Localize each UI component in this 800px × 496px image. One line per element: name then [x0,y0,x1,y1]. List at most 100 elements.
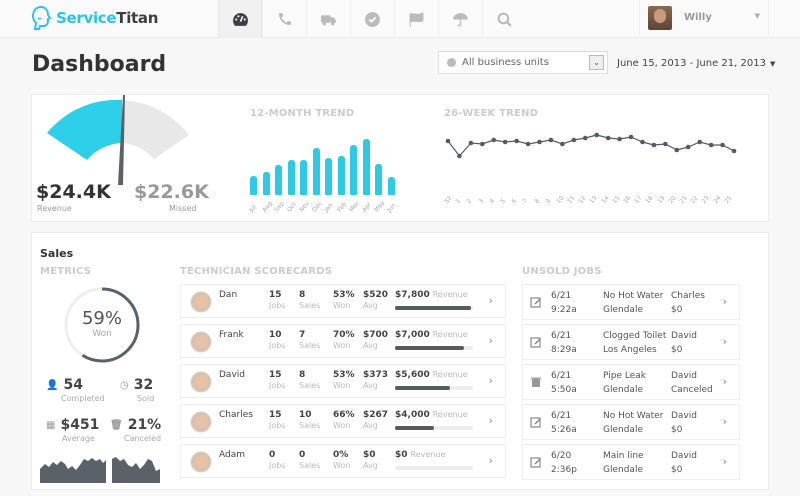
bar-nov [300,160,307,195]
bar-sep [275,165,282,195]
business-units-select[interactable]: All business units ⌄ [438,51,608,74]
chevron-right-icon[interactable]: › [722,295,727,308]
unsold-job-row[interactable]: 6/21 5:26a No Hot Water Glendale David $0 › [522,404,740,440]
revenue-stat: $4,000 Revenue [395,410,468,420]
job-datetime: 6/21 5:50a [551,371,577,395]
clock-icon: ◷ [120,379,129,391]
technician-row[interactable]: Charles 15 Jobs 10 Sales 66% Won $267 Avg $4… [180,404,506,438]
unsold-job-row[interactable]: 6/21 8:29a Clogged Toilet Los Angeles Davi… [522,324,740,360]
technician-avatar [190,451,212,473]
tab-calls[interactable] [262,0,306,38]
job-technician: Charles $0 [671,291,705,315]
chevron-right-icon[interactable]: › [488,294,493,307]
revenue-stat: $0 Revenue [395,450,446,460]
sales-card: Sales METRICS 59% Won 👤 54 Completed ◷ 32 … [31,232,769,490]
jobs-stat: 15 Jobs [269,410,286,430]
week-label: 10 [555,194,566,206]
line-point [502,139,508,145]
edit-icon [530,337,541,348]
job-datetime: 6/21 9:22a [551,291,577,315]
unsold-job-row[interactable]: 6/21 5:50a Pipe Leak Glendale David Cancele… [522,364,740,400]
bar-feb [337,156,345,195]
edit-icon [530,457,541,468]
job-technician: David $0 [671,451,697,475]
servicetitan-logo[interactable]: ServiceTitan [30,5,158,31]
page-title: Dashboard [32,52,167,77]
line-point [582,135,588,141]
tab-insurance[interactable] [438,0,482,38]
won-stat: 53% Won [333,370,355,390]
technician-row[interactable]: Adam 0 Jobs 0 Sales 0% Won $0 Avg $0 Revenue … [180,444,506,478]
week-label: 15 [611,194,622,206]
line-point [468,140,474,146]
chevron-down-icon: ⌄ [589,55,604,70]
technician-row[interactable]: Dan 15 Jobs 8 Sales 53% Won $520 Avg $7,800 R… [180,284,506,318]
logo-text-service: Service [56,9,117,27]
week-label: 8 [532,197,541,206]
technician-row[interactable]: David 15 Jobs 8 Sales 53% Won $373 Avg $5,60… [180,364,506,398]
won-label: Won [92,329,112,339]
technician-name: David [219,370,245,380]
month-trend-title: 12-MONTH TREND [250,108,355,119]
chevron-right-icon[interactable]: › [488,414,493,427]
revenue-gauge [47,95,189,185]
tab-search[interactable] [482,0,526,38]
week-label: 2 [465,197,474,206]
line-point [605,135,611,141]
unsold-job-row[interactable]: 6/20 2:36p Main line Glendale David $0 › [522,444,740,480]
chevron-right-icon[interactable]: › [488,454,493,467]
logo-text-titan: Titan [116,9,159,27]
sales-stat: 10 Sales [299,410,321,430]
tab-tasks[interactable] [350,0,394,38]
week-label: 4 [488,197,496,206]
unsold-job-row[interactable]: 6/21 9:22a No Hot Water Glendale Charles $0… [522,284,740,320]
technician-avatar [190,371,212,393]
date-range-picker[interactable]: June 15, 2013 - June 21, 2013 ▼ [617,58,775,69]
line-point [445,138,451,144]
line-point [651,142,657,148]
chevron-right-icon[interactable]: › [722,375,727,388]
chevron-right-icon[interactable]: › [722,415,727,428]
jobs-stat: 15 Jobs [269,290,286,310]
check-circle-icon [365,11,380,27]
bar-mar [350,145,357,195]
tab-dashboard[interactable] [218,0,262,38]
sales-stat: 8 Sales [299,290,321,310]
technician-row[interactable]: Frank 10 Jobs 7 Sales 70% Won $700 Avg $7,00… [180,324,506,358]
won-stat: 53% Won [333,290,355,310]
revenue-stat: $7,000 Revenue [395,330,468,340]
user-menu[interactable]: Willy ▼ [639,0,769,35]
revenue-trends-card: $24.4K Revenue $22.6K Missed 12-MONTH TR… [31,94,769,222]
main-nav-tabs [218,0,526,38]
metric-sold: ◷ 32 Sold [120,377,154,403]
average-label: Average [62,434,95,443]
truck-icon [321,14,336,25]
week-label: 13 [588,194,600,206]
completed-label: Completed [61,394,105,403]
missed-value: $22.6K [134,181,209,203]
tab-reports[interactable] [394,0,438,38]
won-stat: 70% Won [333,330,355,350]
week-trend-title: 26-WEEK TREND [444,108,539,119]
chevron-right-icon[interactable]: › [488,334,493,347]
canceled-label: Canceled [124,434,162,443]
line-point [674,147,680,153]
avg-stat: $267 Avg [363,410,389,430]
line-point [640,139,645,145]
tab-dispatch[interactable] [306,0,350,38]
user-name: Willy [684,12,712,23]
chevron-right-icon[interactable]: › [722,455,727,468]
job-description: Pipe Leak Glendale [603,371,646,395]
bar-jul [250,176,257,195]
dashboard-gauge-icon [232,12,248,26]
sparkline-left [40,458,106,483]
titan-head-icon [31,5,52,30]
week-label: 52 [443,194,454,206]
line-point [514,138,519,144]
sales-title: Sales [40,247,74,260]
chevron-right-icon[interactable]: › [722,335,727,348]
job-description: No Hot Water Glendale [603,411,664,435]
line-point [628,134,634,140]
chevron-right-icon[interactable]: › [488,374,493,387]
revenue-value: $24.4K [36,181,111,203]
